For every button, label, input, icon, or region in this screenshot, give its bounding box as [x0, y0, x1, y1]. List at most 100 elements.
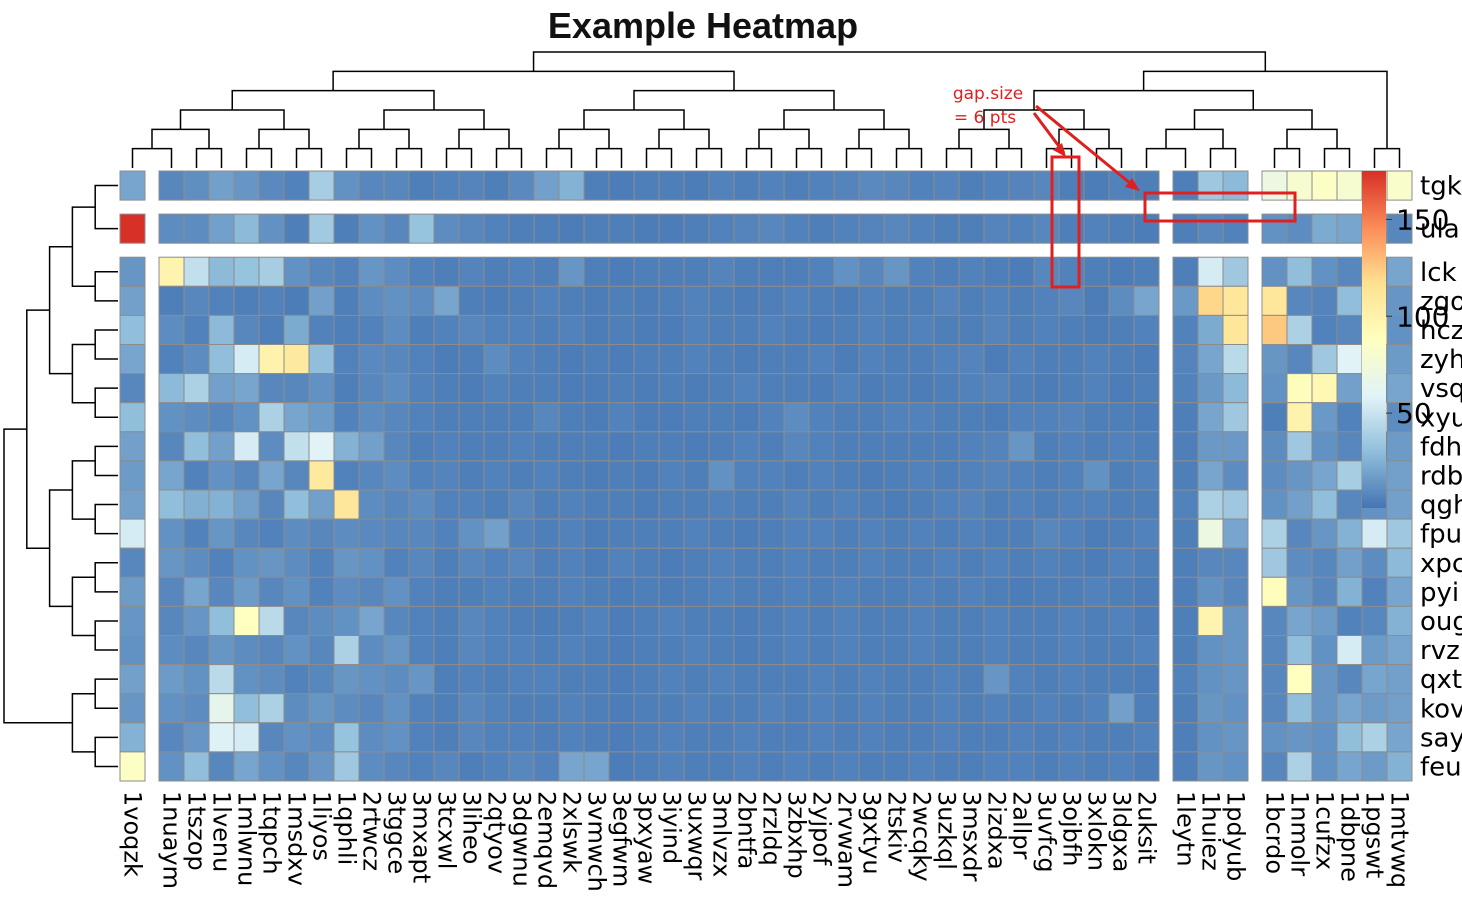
heatmap-cell [158, 605, 185, 637]
heatmap-cell [119, 722, 146, 753]
heatmap-cell [733, 431, 760, 462]
heatmap-cell [1197, 693, 1224, 724]
heatmap-cell [119, 693, 146, 724]
column-labels: 1voqzk 1nuaym1tszop1lvenu1mlwnu1tqpch1msd… [119, 791, 1414, 892]
heatmap-cell [183, 547, 210, 578]
row-label: zyh [1420, 345, 1462, 375]
dendrogram-branch [3, 428, 73, 724]
row-label: say [1420, 723, 1462, 753]
dendrogram-branch [131, 147, 173, 168]
heatmap-cell [833, 518, 860, 549]
heatmap-cell [1361, 664, 1388, 695]
heatmap-cell [858, 256, 885, 287]
heatmap-cell [458, 518, 485, 549]
heatmap-cell [808, 373, 835, 404]
heatmap-cell [408, 664, 435, 695]
heatmap-cell [533, 256, 560, 287]
heatmap-cell [1336, 518, 1363, 549]
column-label: 2uksit [1133, 791, 1161, 864]
heatmap-cell [1222, 751, 1249, 782]
heatmap-cell [1222, 256, 1249, 287]
heatmap-cell [983, 635, 1010, 666]
heatmap-cell [558, 431, 585, 462]
column-label: 2emqvd [533, 791, 561, 889]
heatmap-cell [333, 605, 360, 637]
heatmap-cell [1222, 373, 1249, 404]
heatmap-cell [1222, 693, 1249, 724]
heatmap-cell [1172, 664, 1199, 695]
dendrogram-branch [645, 147, 673, 168]
heatmap-cell [1083, 547, 1110, 578]
heatmap-cell [1286, 314, 1313, 345]
heatmap-cell [883, 693, 910, 724]
heatmap-cell [119, 547, 146, 578]
heatmap-cell [833, 402, 860, 433]
heatmap-cell [1058, 576, 1085, 607]
column-label: 1huiez [1197, 791, 1225, 871]
heatmap-cell [333, 402, 360, 433]
heatmap-cell [233, 213, 260, 244]
heatmap-cell [1172, 693, 1199, 724]
heatmap-cell [758, 314, 785, 345]
heatmap-cell [119, 751, 146, 782]
heatmap-cell [408, 722, 435, 753]
heatmap-cell [258, 489, 285, 520]
heatmap-cell [383, 547, 410, 578]
heatmap-cell [983, 213, 1010, 244]
dendrogram-branch [94, 184, 118, 230]
heatmap-cell [808, 256, 835, 287]
heatmap-cell [733, 213, 760, 244]
heatmap-cell [633, 373, 660, 404]
heatmap-cell [1133, 722, 1160, 753]
heatmap-cell [1261, 460, 1288, 491]
heatmap-cell [119, 431, 146, 462]
heatmap-cell [408, 170, 435, 201]
heatmap-cell [933, 489, 960, 520]
heatmap-cell [483, 285, 510, 316]
heatmap-cell [558, 170, 585, 201]
heatmap-cell [1083, 256, 1110, 287]
heatmap-cell [1058, 751, 1085, 782]
heatmap-cell [908, 213, 935, 244]
heatmap-cell [383, 489, 410, 520]
heatmap-cell [1083, 576, 1110, 607]
heatmap-cell [983, 256, 1010, 287]
heatmap-cell [358, 576, 385, 607]
heatmap-cell [183, 314, 210, 345]
heatmap-cell [233, 344, 260, 375]
heatmap-cell [908, 576, 935, 607]
dendrogram-branch [958, 128, 1010, 149]
heatmap-cell [933, 344, 960, 375]
heatmap-cell [808, 518, 835, 549]
column-label: 2izdxa [983, 791, 1011, 870]
heatmap-cell [158, 256, 185, 287]
heatmap-cell [1222, 489, 1249, 520]
heatmap-cell [608, 256, 635, 287]
heatmap-cell [158, 285, 185, 316]
heatmap-cell [1386, 605, 1413, 637]
heatmap-cell [119, 576, 146, 607]
heatmap-cell [1108, 460, 1135, 491]
heatmap-cell [883, 344, 910, 375]
heatmap-cell [683, 402, 710, 433]
heatmap-cell [708, 344, 735, 375]
heatmap-cell [333, 431, 360, 462]
heatmap-cell [1008, 489, 1035, 520]
heatmap-cell [658, 213, 685, 244]
heatmap-cell [183, 722, 210, 753]
heatmap-cell [933, 664, 960, 695]
heatmap-cell [1083, 170, 1110, 201]
heatmap-cell [333, 213, 360, 244]
column-label: 3tggce [383, 791, 411, 874]
heatmap-cell [1133, 314, 1160, 345]
column-label: 1liyos [308, 791, 336, 861]
heatmap-cell [1336, 664, 1363, 695]
heatmap-cell [208, 460, 235, 491]
heatmap-cell [808, 664, 835, 695]
heatmap-cell [1108, 489, 1135, 520]
heatmap-cell [758, 664, 785, 695]
heatmap-cell [158, 373, 185, 404]
heatmap-cell [408, 373, 435, 404]
heatmap-cell [583, 256, 610, 287]
